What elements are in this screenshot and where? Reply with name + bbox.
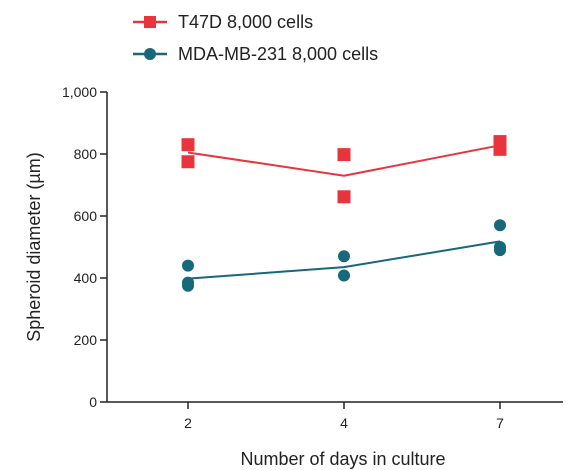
legend-marker-mda [144,48,156,60]
y-tick-label: 200 [74,332,98,348]
legend-marker-t47d [144,16,156,28]
data-point-square [337,148,351,162]
x-tick-label: 2 [184,415,192,431]
legend-item-mda: MDA-MB-231 8,000 cells [133,44,378,64]
data-point-circle [182,259,194,272]
y-tick-label: 800 [74,146,98,162]
y-tick-label: 0 [89,394,97,410]
x-axis: 2 4 7 Number of days in culture [107,401,563,469]
y-tick-label: 1,000 [62,84,97,100]
x-axis-title: Number of days in culture [240,449,445,469]
x-ticks: 2 4 7 [184,402,504,431]
data-point-square [181,155,195,169]
y-ticks: 0 200 400 600 800 1,000 [62,84,107,410]
data-point-circle [494,219,506,232]
legend-label-mda: MDA-MB-231 8,000 cells [178,44,378,64]
data-point-circle [338,269,350,282]
legend: T47D 8,000 cells MDA-MB-231 8,000 cells [133,12,378,64]
y-axis: 0 200 400 600 800 1,000 Spheroid diameter (µm… [24,84,108,410]
data-point-square [337,190,351,204]
legend-label-t47d: T47D 8,000 cells [178,12,313,32]
x-tick-label: 7 [496,415,504,431]
data-point-circle [494,244,506,257]
data-point-square [181,138,195,152]
plot-area [181,135,507,292]
y-axis-title: Spheroid diameter (µm) [24,152,44,341]
data-point-circle [182,279,194,292]
legend-item-t47d: T47D 8,000 cells [133,12,313,32]
data-point-square [493,142,507,156]
y-tick-label: 600 [74,208,98,224]
series-line-0 [187,144,501,177]
x-tick-label: 4 [340,415,348,431]
data-point-circle [338,250,350,263]
y-tick-label: 400 [74,270,98,286]
series-line-1 [187,240,501,280]
